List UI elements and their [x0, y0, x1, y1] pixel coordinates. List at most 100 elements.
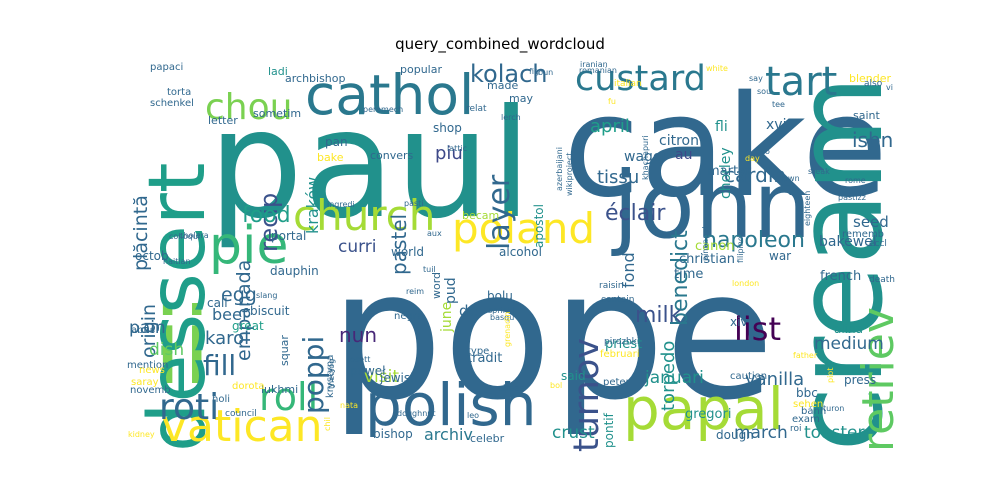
word-sometim: sometim: [253, 107, 302, 120]
word-paul: paul: [208, 78, 532, 252]
word-pud: pud: [443, 277, 459, 305]
word-saray: saray: [131, 377, 159, 388]
word-french: french: [820, 269, 862, 284]
word-visit: visit: [364, 367, 400, 387]
word-squar: squar: [278, 335, 291, 366]
word-bol: bol: [550, 381, 563, 390]
word-may: may: [509, 92, 533, 105]
word-papal: papal: [623, 375, 784, 443]
word-great: great: [232, 319, 264, 333]
word-also: also: [864, 79, 883, 89]
word-becam: becam: [462, 209, 500, 222]
word-novemb: novemb: [130, 385, 171, 396]
word-tuil: tuil: [423, 265, 436, 274]
word-chil: chil: [323, 417, 332, 432]
word-napoleon: napoleon: [703, 228, 805, 253]
word-custard: custard: [575, 60, 706, 99]
word-sou: sou: [757, 87, 772, 96]
word-pirozhki: pirozhki: [604, 337, 640, 347]
word-time: time: [674, 267, 704, 282]
word-caution: caution: [730, 371, 768, 382]
word-seed: seed: [853, 213, 889, 231]
word-shop: shop: [433, 121, 462, 135]
word-tissu: tissu: [597, 167, 640, 188]
word-rome: rome: [845, 176, 866, 185]
word-papaci: papaci: [150, 62, 184, 73]
word-sehen: sehen: [793, 399, 824, 410]
word-februari: februari: [600, 349, 640, 360]
word-khachapuri: khachapuri: [641, 135, 650, 180]
word-apostol: apostol: [532, 204, 546, 249]
word-b-nh: bánh: [801, 406, 827, 417]
word-negra: negra: [394, 311, 424, 322]
word-nata: nata: [340, 401, 359, 410]
word-iranian: iranian: [580, 60, 608, 69]
word-lerch: lerch: [501, 113, 521, 122]
word-wager: wager: [624, 149, 668, 165]
word-white: white: [706, 64, 728, 73]
word-gregori: gregori: [685, 407, 732, 422]
word-theolog: theolog: [327, 358, 336, 389]
word-news: news: [139, 365, 165, 376]
word-doughnut: doughnut: [397, 409, 436, 418]
word-piu: piu: [435, 143, 463, 164]
word-clair: éclair: [605, 201, 666, 226]
word-popular: popular: [400, 63, 442, 76]
word-cholera: cholera: [179, 231, 209, 240]
word-peter: peter: [603, 377, 630, 388]
word-wikiproject: wikiproject: [565, 152, 574, 196]
word-convers: convers: [370, 149, 414, 162]
word-press: press: [844, 373, 877, 387]
word-father: father: [793, 351, 818, 360]
word-lattic: lattic: [447, 144, 468, 153]
word-bishop: bishop: [373, 427, 413, 441]
word-de: de: [459, 302, 478, 320]
word-pie: pie: [209, 216, 289, 276]
word-made: made: [487, 79, 519, 92]
word-poppi: poppi: [297, 335, 330, 414]
word-isbn: isbn: [852, 128, 894, 152]
word-grenadin: grenadin: [503, 311, 512, 348]
figure-title: query_combined_wordcloud: [395, 35, 605, 53]
word-relat: relat: [466, 104, 487, 114]
word-mention: mention: [127, 360, 169, 371]
word-beef: beef: [212, 305, 248, 324]
word-kidney: kidney: [128, 430, 155, 439]
word-slang: slang: [256, 291, 278, 300]
word-reim: reim: [406, 287, 425, 296]
word-tee: tee: [772, 100, 785, 109]
word-war: war: [769, 249, 792, 263]
word-catholic: cathol: [305, 63, 475, 127]
word-lukhmi: lukhmi: [261, 383, 299, 396]
word-holi: holi: [212, 394, 231, 405]
word-ii: ii: [153, 286, 212, 408]
word-call: call: [207, 296, 228, 310]
word-chees: chees: [498, 384, 525, 394]
word-karol: karol: [205, 328, 250, 349]
word-christian: christian: [679, 252, 736, 267]
word-world: world: [391, 245, 425, 259]
word-canon: canon: [695, 239, 735, 254]
word-nun: nun: [339, 323, 378, 347]
word-turon: turon: [823, 404, 845, 413]
word-romanian: romanian: [579, 66, 617, 75]
word-word: word: [430, 272, 443, 300]
word-biscuit: biscuit: [250, 304, 290, 318]
word-fli: fli: [715, 119, 728, 135]
word-crust: crust: [552, 423, 595, 443]
word-exam: exam: [792, 414, 820, 425]
word-pontif: pontif: [602, 413, 616, 449]
word-pope: pope: [330, 232, 775, 439]
word-jewish: jewish: [380, 371, 418, 385]
word-tart: tart: [765, 60, 838, 105]
word-ingredi: ingredi: [327, 200, 355, 209]
word-dauphin: dauphin: [270, 264, 319, 278]
word-steak: steak: [808, 167, 830, 176]
word-pineappl: pineappl: [701, 226, 710, 262]
word-pasti: pasti: [404, 199, 424, 208]
word-colloqui: colloqui: [169, 232, 201, 241]
word-cake: cake: [563, 66, 888, 229]
word-death: death: [869, 275, 895, 285]
word-schenkel: schenkel: [150, 98, 194, 109]
word-italian: italian: [614, 79, 642, 89]
